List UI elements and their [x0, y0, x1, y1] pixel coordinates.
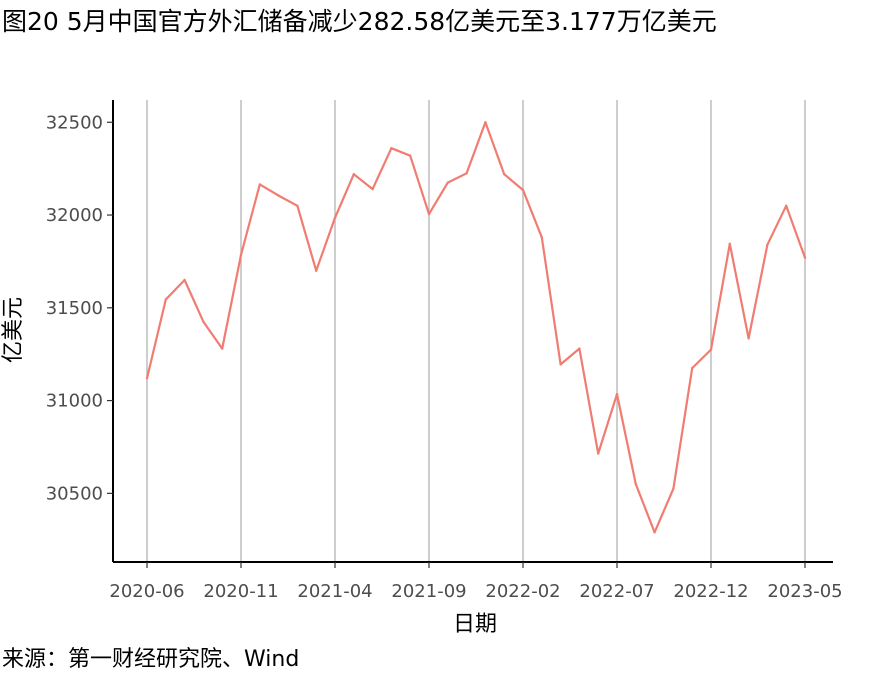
x-axis-ticks: 2020-06 2020-11 2021-04 2021-09 2022-02 2022-… — [109, 562, 843, 602]
data-point — [409, 154, 412, 157]
data-point — [615, 392, 619, 396]
data-point — [183, 278, 186, 282]
data-point — [484, 121, 487, 124]
y-axis-ticks: 30500 31000 31500 32000 32500 — [46, 112, 113, 504]
data-point — [766, 243, 769, 246]
data-point — [672, 487, 675, 490]
x-axis-title: 日期 — [453, 612, 497, 637]
data-point — [446, 181, 449, 184]
data-point — [315, 269, 318, 272]
data-point — [747, 337, 750, 340]
x-tick-label: 2022-07 — [579, 581, 654, 602]
data-point — [803, 256, 807, 259]
source-note: 来源：第一财经研究院、Wind — [2, 647, 300, 672]
data-point — [258, 183, 261, 186]
data-point — [145, 377, 149, 380]
data-point — [427, 212, 431, 216]
chart-title: 图20 5月中国官方外汇储备减少282.58亿美元至3.177万亿美元 — [2, 7, 717, 36]
data-point — [503, 173, 506, 176]
data-point — [597, 452, 600, 455]
x-tick-label: 2020-06 — [109, 581, 184, 602]
y-tick-label: 32500 — [46, 112, 103, 133]
data-point — [296, 204, 299, 207]
y-tick-label: 30500 — [46, 483, 103, 504]
y-tick-label: 31000 — [46, 391, 103, 412]
x-tick-label: 2021-09 — [391, 581, 466, 602]
data-point — [202, 320, 205, 323]
data-point — [352, 173, 355, 176]
x-tick-label: 2023-05 — [767, 581, 842, 602]
axes — [112, 100, 833, 563]
data-point — [333, 216, 337, 219]
data-point — [728, 242, 731, 245]
data-point — [277, 194, 280, 197]
data-point — [785, 204, 788, 207]
y-tick-label: 31500 — [46, 298, 103, 319]
data-point — [239, 253, 243, 257]
data-point — [691, 366, 694, 370]
data-point — [465, 172, 468, 175]
series-group — [145, 121, 807, 534]
x-tick-label: 2022-02 — [485, 581, 560, 602]
grid-lines — [146, 100, 806, 562]
data-point — [164, 298, 167, 301]
x-tick-label: 2022-12 — [673, 581, 748, 602]
y-tick-label: 32000 — [46, 205, 103, 226]
data-point — [521, 188, 525, 192]
data-point — [559, 363, 562, 366]
x-tick-label: 2021-04 — [297, 581, 372, 602]
series-line-0 — [145, 121, 807, 534]
data-point — [390, 147, 393, 150]
data-point — [709, 348, 713, 351]
data-point — [634, 482, 637, 486]
data-point — [371, 187, 374, 191]
data-point — [221, 347, 224, 350]
data-point — [540, 236, 543, 239]
data-point — [578, 347, 581, 350]
y-axis-title: 亿美元 — [1, 297, 26, 363]
data-point — [653, 531, 656, 534]
x-tick-label: 2020-11 — [203, 581, 278, 602]
